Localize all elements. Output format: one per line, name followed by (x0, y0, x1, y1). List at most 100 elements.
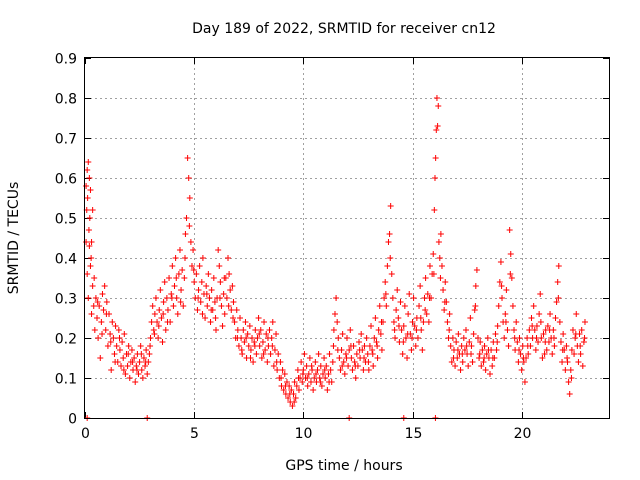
data-point (210, 275, 217, 281)
data-point (406, 291, 413, 297)
data-point (186, 195, 193, 201)
data-point (199, 311, 206, 317)
data-point (163, 295, 170, 301)
data-point (337, 367, 344, 373)
data-point (132, 379, 139, 385)
data-point (581, 319, 588, 325)
data-point (391, 327, 398, 333)
data-point (435, 239, 442, 245)
data-point (95, 335, 102, 341)
data-point (489, 355, 496, 361)
data-point (108, 367, 115, 373)
data-point (568, 347, 575, 353)
data-point (242, 319, 249, 325)
data-point (484, 335, 491, 341)
y-tick-label: 0.2 (55, 332, 77, 348)
data-point (334, 347, 341, 353)
y-tick-label: 0.4 (55, 252, 77, 268)
data-point (270, 363, 277, 369)
data-point (335, 335, 342, 341)
data-point (404, 331, 411, 337)
data-point (378, 347, 385, 353)
data-point (395, 315, 402, 321)
data-point (148, 319, 155, 325)
data-point (471, 307, 478, 313)
x-axis-title: GPS time / hours (285, 458, 402, 474)
data-point (133, 367, 140, 373)
data-point (91, 327, 98, 333)
data-point (373, 339, 380, 345)
data-point (521, 379, 528, 385)
data-point (356, 347, 363, 353)
data-point (577, 343, 584, 349)
data-point (506, 227, 513, 233)
data-point (181, 255, 188, 261)
data-point (211, 299, 218, 305)
data-point (573, 311, 580, 317)
data-point (450, 355, 457, 361)
y-tick-label: 0.7 (55, 132, 77, 148)
data-point (234, 327, 241, 333)
data-point (524, 335, 531, 341)
data-point (143, 347, 150, 353)
data-point (247, 355, 254, 361)
data-point (168, 295, 175, 301)
y-tick-label: 0.9 (55, 52, 77, 68)
data-point (128, 347, 135, 353)
data-point (188, 263, 195, 269)
data-point (565, 379, 572, 385)
data-point (540, 331, 547, 337)
data-point (537, 319, 544, 325)
data-point (244, 331, 251, 337)
data-point (112, 323, 119, 329)
data-point (107, 339, 114, 345)
y-axis-title: SRMTID / TECUs (6, 182, 22, 295)
data-point (243, 335, 250, 341)
data-point (447, 343, 454, 349)
data-point (109, 319, 116, 325)
data-point (322, 375, 329, 381)
data-point (94, 315, 101, 321)
data-point (234, 335, 241, 341)
data-point (230, 299, 237, 305)
data-point (319, 371, 326, 377)
data-point (84, 167, 91, 173)
data-point (438, 263, 445, 269)
data-point (579, 363, 586, 369)
data-point (417, 315, 424, 321)
data-point (246, 323, 253, 329)
data-point (139, 375, 146, 381)
data-point (388, 271, 395, 277)
data-point (440, 287, 447, 293)
axis-ticks (85, 58, 609, 419)
data-point (554, 279, 561, 285)
data-point (174, 311, 181, 317)
data-point (102, 327, 109, 333)
data-point (325, 371, 332, 377)
data-point (291, 379, 298, 385)
data-point (449, 335, 456, 341)
data-point (459, 359, 466, 365)
data-point (557, 339, 564, 345)
data-point (151, 311, 158, 317)
data-point (498, 283, 505, 289)
data-point (263, 331, 270, 337)
data-point (202, 315, 209, 321)
x-tick-label: 10 (295, 426, 313, 442)
data-point (476, 351, 483, 357)
data-point (340, 359, 347, 365)
data-point (291, 399, 298, 405)
data-point (550, 335, 557, 341)
data-point (257, 327, 264, 333)
data-point (147, 343, 154, 349)
data-point (278, 375, 285, 381)
data-point (208, 287, 215, 293)
data-point (120, 355, 127, 361)
data-point (552, 315, 559, 321)
data-point (98, 319, 105, 325)
data-point (112, 359, 119, 365)
data-point (381, 295, 388, 301)
data-point (519, 343, 526, 349)
data-point (517, 351, 524, 357)
data-point (183, 215, 190, 221)
